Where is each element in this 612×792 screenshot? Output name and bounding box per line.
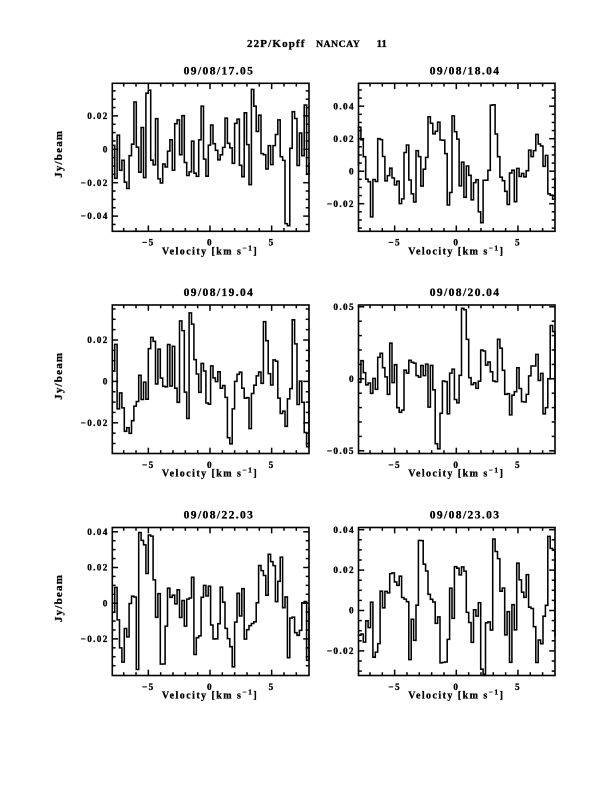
svg-text:0: 0 bbox=[453, 682, 459, 692]
svg-text:09/08/20.04: 09/08/20.04 bbox=[430, 287, 501, 299]
svg-text:5: 5 bbox=[515, 460, 521, 470]
svg-text:0: 0 bbox=[453, 460, 459, 470]
svg-text:−5: −5 bbox=[142, 682, 155, 692]
svg-text:09/08/22.03: 09/08/22.03 bbox=[184, 510, 255, 522]
svg-text:5: 5 bbox=[269, 238, 275, 248]
svg-text:0.04: 0.04 bbox=[87, 527, 108, 537]
svg-text:09/08/18.04: 09/08/18.04 bbox=[430, 65, 501, 77]
svg-text:0: 0 bbox=[103, 144, 109, 154]
svg-text:0.02: 0.02 bbox=[87, 563, 108, 573]
svg-text:5: 5 bbox=[515, 238, 521, 248]
svg-text:0.02: 0.02 bbox=[87, 111, 108, 121]
svg-text:−5: −5 bbox=[142, 460, 155, 470]
svg-text:11: 11 bbox=[377, 38, 387, 50]
svg-text:09/08/19.04: 09/08/19.04 bbox=[184, 287, 255, 299]
svg-text:0: 0 bbox=[103, 377, 109, 387]
svg-text:Velocity [km s−1]: Velocity [km s−1] bbox=[408, 688, 504, 702]
svg-text:Velocity [km s−1]: Velocity [km s−1] bbox=[162, 688, 258, 702]
svg-text:0: 0 bbox=[349, 166, 355, 176]
svg-text:−0.02: −0.02 bbox=[81, 418, 109, 428]
svg-text:Velocity [km s−1]: Velocity [km s−1] bbox=[408, 466, 504, 480]
svg-text:0.02: 0.02 bbox=[333, 134, 354, 144]
svg-text:Jy/beam: Jy/beam bbox=[53, 130, 65, 178]
svg-text:0: 0 bbox=[349, 606, 355, 616]
svg-text:0: 0 bbox=[453, 238, 459, 248]
svg-text:Jy/beam: Jy/beam bbox=[53, 574, 65, 622]
svg-text:0: 0 bbox=[103, 598, 109, 608]
svg-text:Velocity [km s−1]: Velocity [km s−1] bbox=[408, 244, 504, 258]
svg-text:NANCAY: NANCAY bbox=[316, 39, 360, 50]
svg-text:5: 5 bbox=[515, 682, 521, 692]
svg-text:09/08/23.03: 09/08/23.03 bbox=[430, 510, 501, 522]
svg-text:0: 0 bbox=[207, 682, 213, 692]
svg-text:0.04: 0.04 bbox=[333, 101, 354, 111]
svg-text:−0.05: −0.05 bbox=[327, 446, 355, 456]
svg-text:−5: −5 bbox=[388, 460, 401, 470]
svg-text:0.02: 0.02 bbox=[87, 335, 108, 345]
svg-text:−5: −5 bbox=[142, 238, 155, 248]
svg-text:−0.02: −0.02 bbox=[327, 646, 355, 656]
svg-text:Velocity [km s−1]: Velocity [km s−1] bbox=[162, 466, 258, 480]
svg-text:22P/Kopff: 22P/Kopff bbox=[247, 38, 306, 50]
svg-text:0: 0 bbox=[207, 460, 213, 470]
svg-text:09/08/17.05: 09/08/17.05 bbox=[184, 65, 255, 77]
svg-text:0.02: 0.02 bbox=[333, 565, 354, 575]
svg-text:−0.04: −0.04 bbox=[81, 211, 109, 221]
svg-text:−0.02: −0.02 bbox=[81, 178, 109, 188]
svg-text:−5: −5 bbox=[388, 682, 401, 692]
svg-text:−5: −5 bbox=[388, 238, 401, 248]
svg-text:0.04: 0.04 bbox=[333, 525, 354, 535]
svg-text:−0.02: −0.02 bbox=[81, 634, 109, 644]
svg-text:−0.02: −0.02 bbox=[327, 199, 355, 209]
svg-text:0.05: 0.05 bbox=[333, 302, 354, 312]
svg-text:0: 0 bbox=[207, 238, 213, 248]
svg-text:5: 5 bbox=[269, 682, 275, 692]
svg-text:Jy/beam: Jy/beam bbox=[53, 352, 65, 400]
svg-text:5: 5 bbox=[269, 460, 275, 470]
svg-text:Velocity [km s−1]: Velocity [km s−1] bbox=[162, 244, 258, 258]
svg-text:0: 0 bbox=[349, 374, 355, 384]
